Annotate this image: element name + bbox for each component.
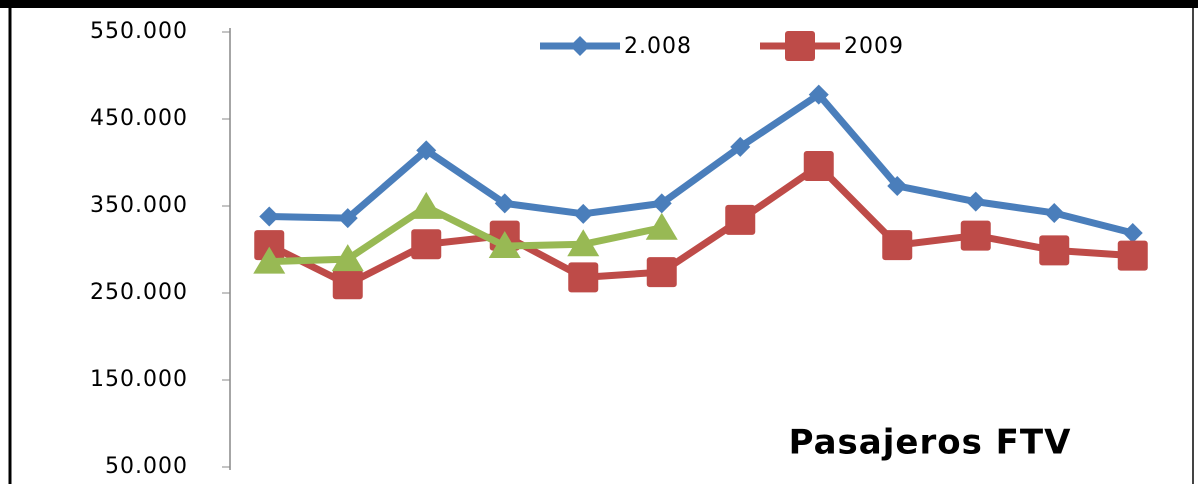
- point: [331, 244, 364, 272]
- point: [803, 150, 834, 181]
- series-line: [269, 203, 663, 266]
- point: [965, 191, 986, 212]
- point: [337, 208, 358, 229]
- legend-label: 2009: [844, 34, 904, 59]
- point: [960, 220, 991, 251]
- y-tick-label: 550.000: [90, 19, 188, 44]
- point: [1044, 202, 1065, 223]
- legend-label: 2.008: [624, 34, 692, 59]
- point: [488, 231, 521, 259]
- y-tick-label: 50.000: [105, 454, 188, 479]
- legend-marker: [785, 31, 815, 61]
- point: [332, 269, 363, 300]
- y-tick-label: 250.000: [90, 280, 188, 305]
- point: [411, 229, 442, 260]
- point: [730, 136, 751, 157]
- point: [646, 257, 677, 288]
- point: [1039, 235, 1070, 266]
- point: [1117, 240, 1148, 271]
- y-tick-label: 150.000: [90, 367, 188, 392]
- point: [253, 246, 286, 274]
- point: [567, 229, 600, 257]
- point: [645, 212, 678, 240]
- point: [254, 230, 285, 261]
- point: [887, 175, 908, 196]
- point: [882, 230, 913, 261]
- point: [259, 206, 280, 227]
- y-tick-label: 450.000: [90, 106, 188, 131]
- point: [410, 191, 443, 219]
- top-bar: [0, 0, 1198, 8]
- point: [808, 84, 829, 105]
- point: [1122, 222, 1143, 243]
- point: [568, 262, 599, 293]
- point: [573, 203, 594, 224]
- point: [725, 204, 756, 235]
- series-line: [269, 91, 1134, 237]
- y-tick-label: 350.000: [90, 193, 188, 218]
- point: [416, 140, 437, 161]
- point: [651, 193, 672, 214]
- legend-marker: [570, 36, 590, 56]
- annotation: Pasajeros FTV: [789, 423, 1072, 463]
- point: [494, 193, 515, 214]
